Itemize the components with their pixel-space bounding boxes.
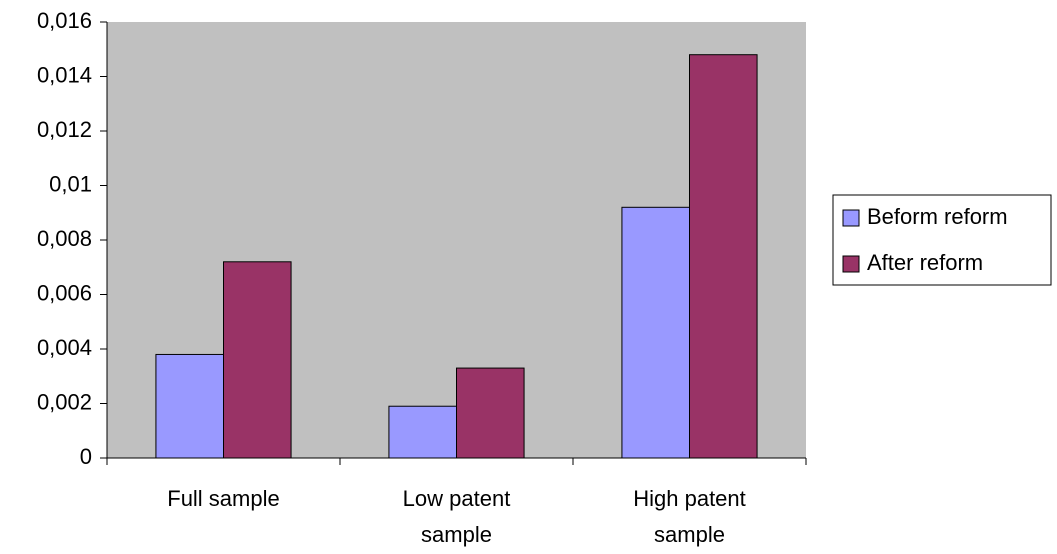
y-tick-label: 0,004	[37, 335, 92, 360]
y-tick-label: 0,012	[37, 117, 92, 142]
x-tick-label: High patent sample	[633, 486, 746, 547]
y-tick-label: 0,006	[37, 280, 92, 305]
x-tick-label: Low patent sample	[403, 486, 511, 547]
bar	[388, 405, 457, 459]
bar	[155, 353, 224, 459]
bar	[689, 54, 758, 459]
y-tick-label: 0,016	[37, 8, 92, 33]
y-tick-label: 0,014	[37, 62, 92, 87]
bar	[621, 206, 690, 459]
legend-label: Beform reform	[867, 204, 1008, 229]
x-tick-label: Full sample	[167, 486, 279, 511]
y-tick-label: 0,01	[49, 171, 92, 196]
bar	[456, 367, 525, 459]
legend-label: After reform	[867, 250, 983, 275]
legend-swatch	[842, 255, 860, 273]
y-tick-label: 0,008	[37, 226, 92, 251]
legend-box	[832, 194, 1052, 286]
y-tick-label: 0,002	[37, 389, 92, 414]
bar	[223, 261, 292, 459]
legend-swatch	[842, 209, 860, 227]
y-tick-label: 0	[80, 444, 92, 469]
